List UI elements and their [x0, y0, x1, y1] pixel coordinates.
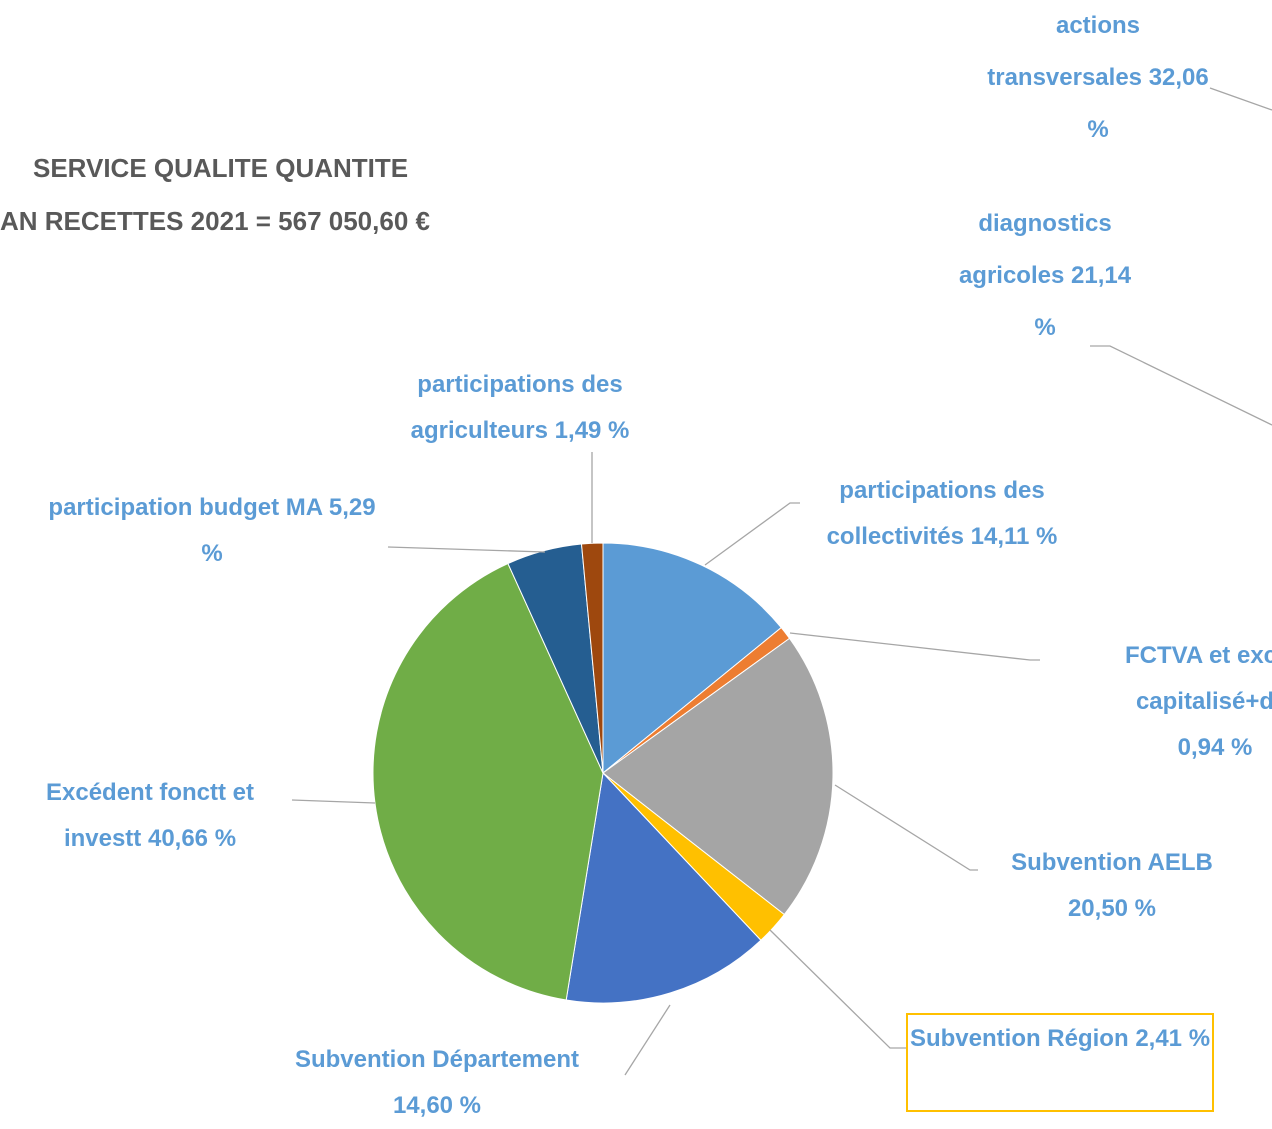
data-label: Subvention Département 14,60 % — [272, 1037, 602, 1129]
annotation-text: diagnostics agricoles — [958, 210, 1112, 289]
value-label: 0,94 % — [1177, 734, 1253, 761]
pie-slice — [565, 771, 762, 1004]
category-label: participations des agriculteurs — [410, 371, 623, 444]
leader-line — [624, 1004, 671, 1076]
data-label: Subvention Région 2,41 % — [906, 1013, 1214, 1112]
leader-line — [789, 632, 1040, 661]
category-label: FCTVA et excéd capitalisé+div — [1124, 642, 1272, 715]
annotation: actions transversales 32,06 % — [978, 0, 1218, 156]
value-label: 1,49 % — [554, 417, 630, 444]
value-label: 14,60 % — [392, 1092, 482, 1119]
leader-line — [1209, 87, 1272, 111]
pie-slice — [602, 637, 834, 916]
category-label: Subvention Département — [294, 1046, 580, 1073]
data-label: Excédent fonctt et investt 40,66 % — [10, 770, 290, 862]
data-label: participation budget MA 5,29 % — [42, 485, 382, 577]
data-label: participations des agriculteurs 1,49 % — [370, 362, 670, 454]
pie-slice — [580, 542, 604, 774]
data-label: participations des collectivités 14,11 % — [812, 468, 1072, 560]
value-label: 40,66 % — [147, 825, 237, 852]
leader-line — [769, 929, 906, 1049]
category-label: participations des collectivités — [826, 477, 1045, 550]
value-label: 20,50 % — [1067, 895, 1157, 922]
leader-line — [704, 502, 800, 566]
data-label: FCTVA et excéd capitalisé+div 0,94 % — [1110, 633, 1272, 771]
leader-line — [387, 546, 546, 553]
value-label: 14,11 % — [970, 523, 1058, 550]
category-label: Subvention AELB — [1011, 849, 1213, 876]
leader-line — [1090, 345, 1272, 426]
annotation-value: 32,06 % — [1087, 64, 1209, 143]
value-label: 2,41 % — [1135, 1025, 1211, 1052]
pie-slice — [372, 562, 604, 1001]
annotation-value: 21,14 % — [1034, 262, 1132, 341]
pie-slice — [602, 542, 782, 775]
category-label: Excédent fonctt et investt — [45, 779, 255, 852]
leader-line — [291, 799, 376, 804]
chart-subtitle: AN RECETTES 2021 = 567 050,60 € — [0, 206, 430, 236]
value-label: 5,29 % — [201, 494, 376, 567]
annotation-text: actions transversales — [987, 12, 1143, 91]
category-label: Subvention Région — [909, 1025, 1129, 1052]
category-label: participation budget MA — [48, 494, 323, 521]
annotation: diagnostics agricoles 21,14 % — [945, 198, 1145, 354]
data-label: Subvention AELB 20,50 % — [992, 840, 1232, 932]
chart-title: SERVICE QUALITE QUANTITE — [33, 153, 409, 183]
leader-line — [834, 784, 978, 871]
